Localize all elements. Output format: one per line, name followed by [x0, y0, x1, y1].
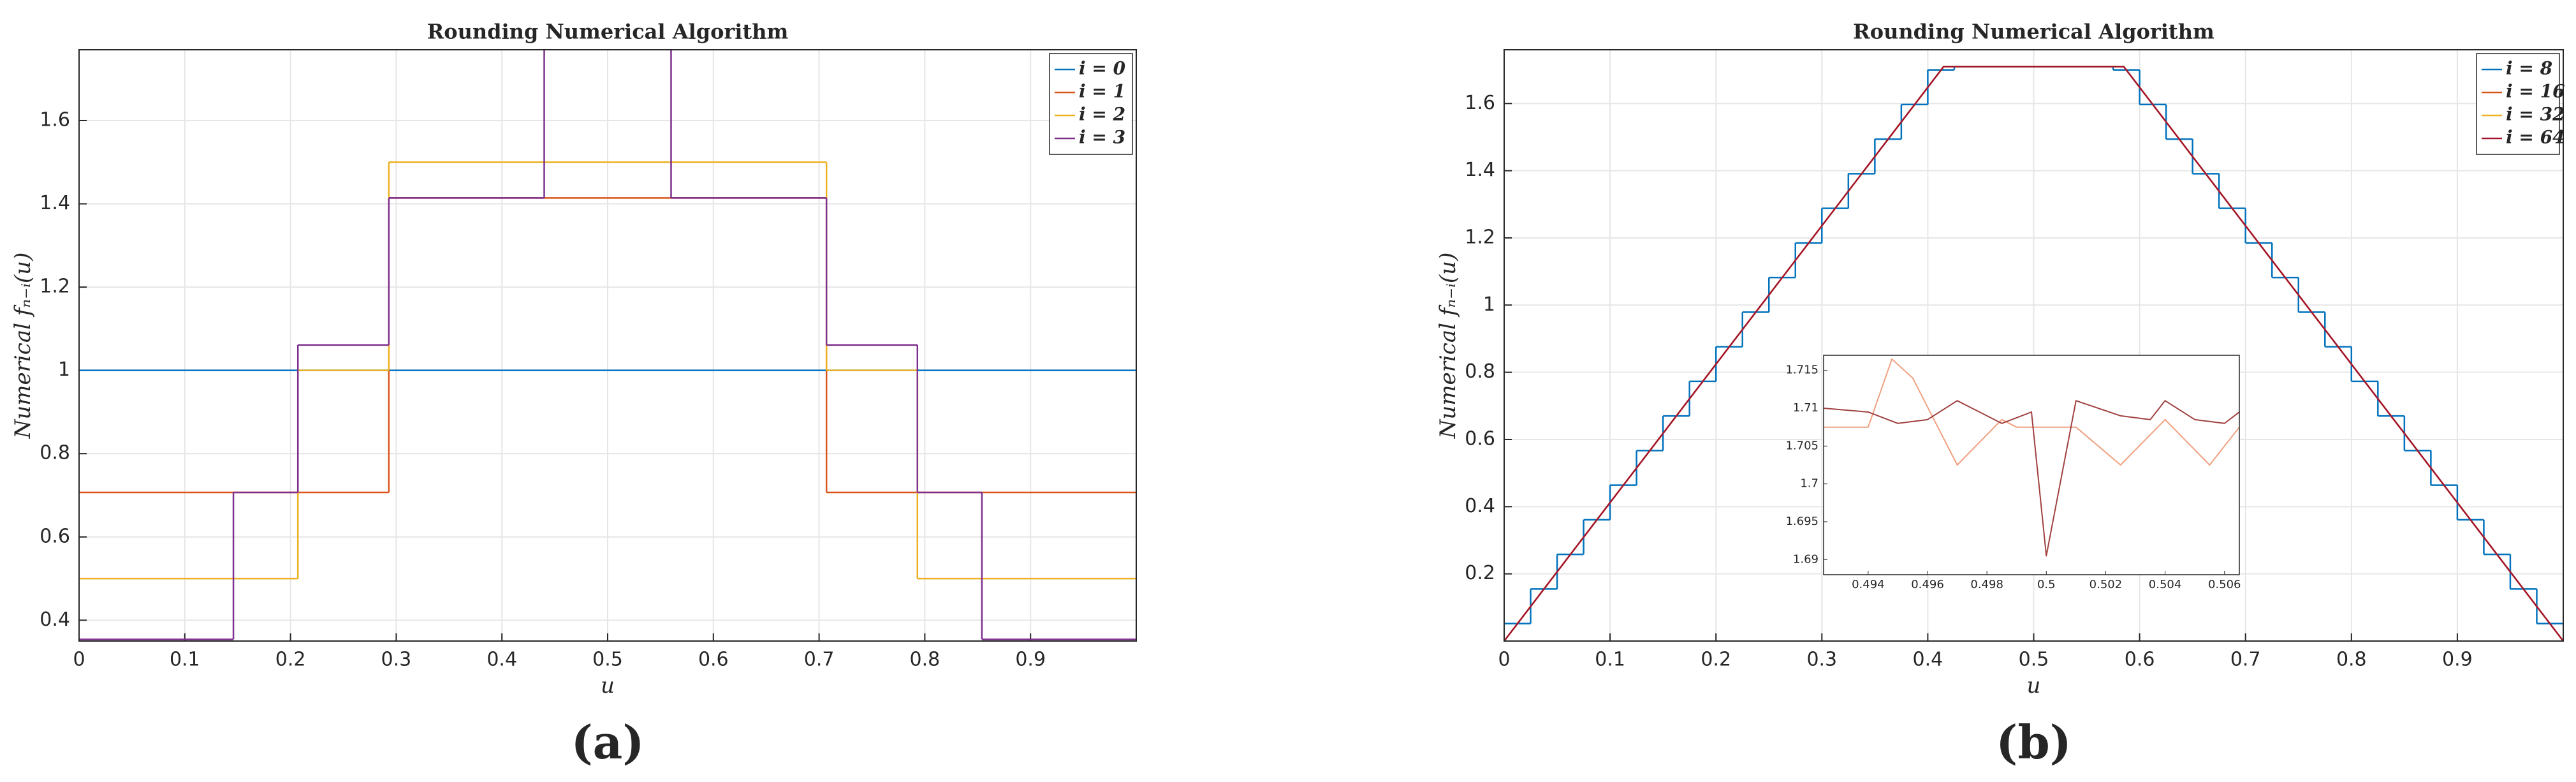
chart-title: Rounding Numerical Algorithm [1853, 20, 2214, 44]
x-tick-label: 0.496 [1911, 578, 1944, 591]
x-tick-label: 0.1 [1595, 649, 1625, 671]
legend-label: i = 2 [1079, 104, 1125, 125]
y-tick-label: 0.4 [1465, 495, 1495, 517]
y-tick-label: 1.2 [1465, 226, 1495, 248]
y-axis-label: Numerical fₙ₋ᵢ(u) [10, 253, 36, 439]
x-axis-label: u [601, 673, 615, 698]
caption: (b) [1996, 715, 2071, 769]
x-tick-label: 0.506 [2208, 578, 2241, 591]
x-tick-label: 0.494 [1852, 578, 1885, 591]
x-tick-label: 0.9 [2442, 649, 2473, 671]
x-tick-label: 0.6 [698, 649, 729, 671]
legend-label: i = 0 [1079, 58, 1126, 79]
axes-frame [1823, 355, 2240, 575]
x-tick-label: 0.8 [910, 649, 940, 671]
y-tick-label: 1.71 [1793, 401, 1819, 415]
series-group [1504, 66, 2563, 641]
y-tick-label: 0.4 [40, 609, 70, 631]
y-tick-label: 1.6 [1465, 92, 1495, 114]
y-tick-label: 1 [1483, 293, 1495, 316]
x-tick-label: 0.502 [2089, 578, 2123, 591]
y-tick-label: 1.4 [1465, 159, 1495, 181]
x-tick-label: 0.2 [275, 649, 306, 671]
x-tick-label: 0.504 [2149, 578, 2182, 591]
series-line [1824, 358, 2239, 466]
legend-label: i = 32 [2506, 104, 2565, 125]
x-tick-label: 0.1 [170, 649, 200, 671]
axes-frame [1504, 49, 2564, 642]
x-tick-label: 0.4 [1913, 649, 1943, 671]
y-tick-label: 1 [58, 358, 70, 381]
y-tick-label: 0.6 [40, 525, 70, 547]
series-group [79, 50, 1136, 640]
y-tick-label: 1.695 [1785, 515, 1819, 528]
legend-label: i = 3 [1079, 127, 1125, 148]
x-tick-label: 0.7 [2230, 649, 2261, 671]
x-tick-label: 0.498 [1970, 578, 2003, 591]
y-tick-label: 0.6 [1465, 427, 1495, 450]
legend-label: i = 64 [2506, 127, 2565, 148]
x-tick-label: 0.3 [1806, 649, 1837, 671]
legend-box [2476, 53, 2560, 155]
x-tick-label: 0.7 [804, 649, 835, 671]
x-tick-label: 0.8 [2336, 649, 2367, 671]
legend-label: i = 8 [2506, 58, 2552, 79]
y-tick-label: 1.715 [1785, 364, 1819, 377]
x-tick-label: 0.4 [487, 649, 517, 671]
x-tick-label: 0.5 [2019, 649, 2049, 671]
plot-area [1824, 355, 2239, 575]
y-tick-label: 1.2 [40, 276, 70, 298]
y-tick-label: 1.705 [1785, 439, 1819, 452]
legend-label: i = 1 [1079, 81, 1125, 102]
axes-frame [78, 49, 1137, 642]
series-group [1824, 358, 2239, 557]
x-axis-label: u [2027, 673, 2041, 698]
y-axis-label: Numerical fₙ₋ᵢ(u) [1435, 253, 1461, 439]
chart-title: Rounding Numerical Algorithm [427, 20, 789, 44]
x-tick-label: 0.5 [2037, 578, 2056, 591]
x-tick-label: 0.3 [381, 649, 412, 671]
y-tick-label: 1.69 [1793, 552, 1819, 566]
x-tick-label: 0.2 [1701, 649, 1731, 671]
caption: (a) [571, 715, 645, 769]
y-tick-label: 1.6 [40, 108, 70, 131]
series-line [1504, 66, 2563, 641]
y-tick-label: 1.4 [40, 192, 70, 214]
x-tick-label: 0.9 [1015, 649, 1046, 671]
y-tick-label: 0.2 [1465, 562, 1495, 584]
x-tick-label: 0.6 [2125, 649, 2155, 671]
legend-box [1049, 53, 1133, 155]
y-tick-label: 0.8 [40, 442, 70, 464]
x-tick-label: 0 [1498, 649, 1510, 671]
y-tick-label: 0.8 [1465, 360, 1495, 383]
y-tick-label: 1.7 [1800, 477, 1819, 491]
x-tick-label: 0.5 [592, 649, 623, 671]
x-tick-label: 0 [73, 649, 85, 671]
series-line [1824, 400, 2239, 557]
legend-label: i = 16 [2506, 81, 2565, 102]
